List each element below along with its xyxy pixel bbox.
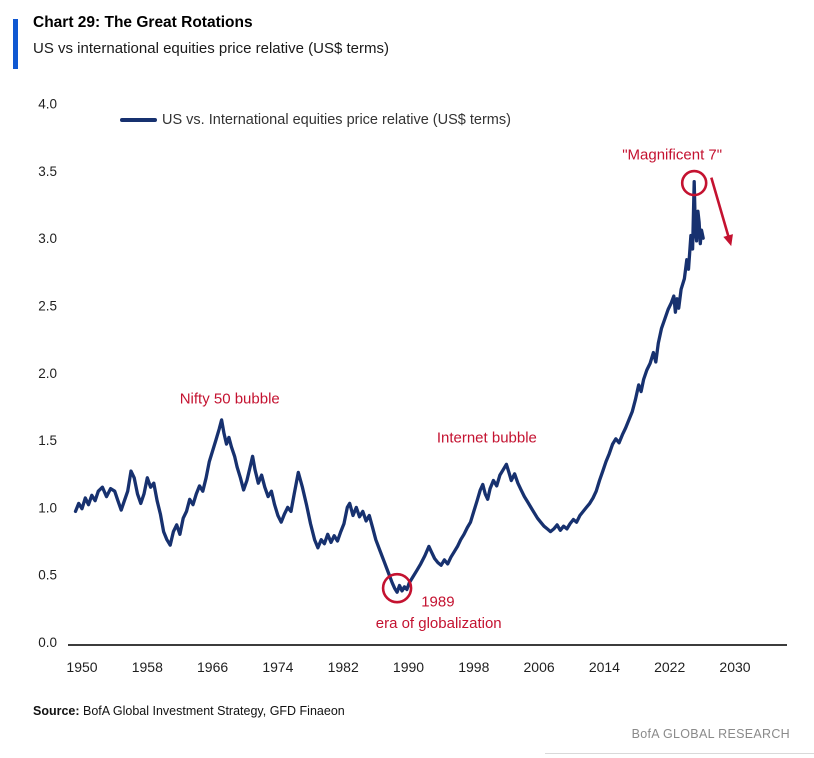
x-tick-label: 1990 [393,659,424,675]
chart-subtitle: US vs international equities price relat… [33,40,389,57]
legend: US vs. International equities price rela… [120,112,511,128]
chart-title: Chart 29: The Great Rotations [33,14,253,31]
x-tick-label: 2030 [719,659,750,675]
trend-arrow-head [723,234,733,247]
trend-arrow [710,177,732,243]
annotation-circle [680,169,708,197]
source-line: Source: BofA Global Investment Strategy,… [33,704,345,718]
bottom-divider [545,753,814,754]
y-tick-label: 3.0 [38,231,57,246]
legend-label: US vs. International equities price rela… [162,112,511,128]
series-line [73,180,705,594]
source-label: Source: [33,704,80,718]
annotation-circle [381,572,413,604]
annotation-text: era of globalization [376,615,502,632]
y-tick-label: 4.0 [38,97,57,112]
x-tick-label: 2022 [654,659,685,675]
x-tick-label: 1998 [458,659,489,675]
y-tick-label: 3.5 [38,164,57,179]
x-tick-label: 2006 [524,659,555,675]
x-tick-label: 1958 [132,659,163,675]
annotation-text: "Magnificent 7" [622,147,722,164]
annotation-text: 1989 [421,594,454,611]
y-tick-label: 0.5 [38,568,57,583]
x-tick-label: 1950 [66,659,97,675]
y-tick-label: 1.0 [38,500,57,515]
annotation-text: Internet bubble [437,429,537,446]
y-tick-label: 2.5 [38,299,57,314]
accent-bar [13,19,18,69]
y-tick-label: 2.0 [38,366,57,381]
annotation-text: Nifty 50 bubble [180,390,280,407]
legend-line-swatch [120,118,157,122]
x-tick-label: 1982 [328,659,359,675]
x-tick-label: 1966 [197,659,228,675]
x-tick-label: 1974 [262,659,293,675]
brand-label: BofA GLOBAL RESEARCH [631,727,790,741]
source-text: BofA Global Investment Strategy, GFD Fin… [79,704,345,718]
y-tick-label: 1.5 [38,433,57,448]
x-tick-label: 2014 [589,659,620,675]
y-tick-label: 0.0 [38,635,57,650]
